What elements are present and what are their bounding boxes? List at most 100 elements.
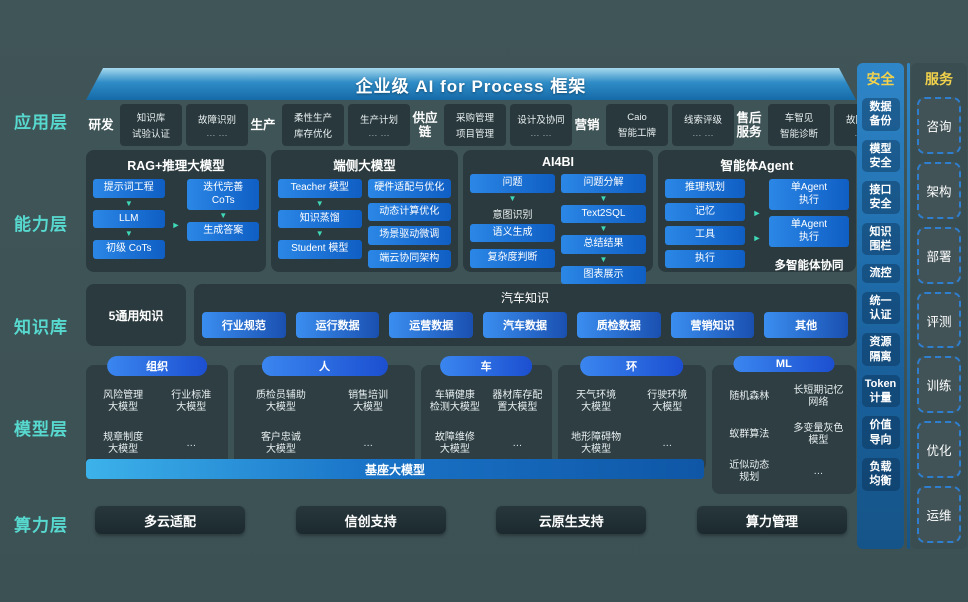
app-card: 采购管理 项目管理 bbox=[444, 104, 506, 146]
app-card-line: 库存优化 bbox=[293, 129, 332, 140]
group-pill: ML bbox=[733, 356, 835, 372]
model-item: 质检员辅助 大模型 bbox=[255, 389, 306, 413]
application-layer-row: 研发 知识库 试验认证 故障识别 … … 生产 柔性生产 库存优化 生产计划 …… bbox=[86, 103, 896, 147]
knowledge-pill: 营销知识 bbox=[670, 312, 755, 338]
model-item: 蚁群算法 bbox=[729, 428, 770, 440]
flow-node: Student 模型 bbox=[278, 240, 362, 259]
arrow-down-icon: ▼ bbox=[599, 193, 608, 203]
security-title: 安全 bbox=[866, 71, 895, 87]
app-group-label: 营销 bbox=[574, 117, 600, 132]
security-item: 负载 均衡 bbox=[861, 458, 900, 491]
knowledge-layer-row: 5通用知识 汽车知识 行业规范 运行数据 运营数据 汽车数据 质检数据 营销知识… bbox=[86, 284, 856, 346]
model-item: 销售培训 大模型 bbox=[348, 389, 389, 413]
flow-node: 单Agent 执行 bbox=[769, 179, 849, 210]
flow-node: 执行 bbox=[665, 249, 745, 268]
model-item: … bbox=[813, 466, 824, 478]
group-pill: 环 bbox=[579, 356, 684, 376]
group-pill: 车 bbox=[440, 356, 532, 376]
flow-node: 总结结果 bbox=[561, 235, 646, 254]
layer-label-model: 模型层 bbox=[14, 420, 68, 439]
arrow-down-icon: ▼ bbox=[315, 198, 324, 208]
security-item: 价值 导向 bbox=[861, 416, 900, 450]
flow-node: 单Agent 执行 bbox=[769, 216, 849, 247]
model-item: 近似动态 规划 bbox=[729, 460, 770, 484]
model-item: … bbox=[363, 438, 374, 450]
arrow-down-icon: ▼ bbox=[599, 224, 608, 233]
flow-node: 端云协同架构 bbox=[367, 249, 451, 268]
service-item: 架构 bbox=[917, 161, 961, 219]
layer-label-compute: 算力层 bbox=[14, 516, 68, 535]
knowledge-pill: 汽车数据 bbox=[483, 312, 567, 338]
app-group-label: 售后服务 bbox=[736, 110, 762, 139]
flow-node: 提示词工程 bbox=[93, 179, 165, 198]
app-card: 生产计划 … … bbox=[348, 104, 410, 146]
box-title: RAG+推理大模型 bbox=[127, 159, 225, 173]
box-title: 智能体Agent bbox=[720, 159, 794, 173]
auto-knowledge-title: 汽车知识 bbox=[500, 291, 549, 305]
app-group-label: 供应链 bbox=[412, 110, 438, 139]
service-item: 训练 bbox=[917, 356, 961, 414]
app-card-line: … … bbox=[692, 127, 714, 139]
app-group-marketing: 营销 Caio 智能工牌 线索评级 … … bbox=[572, 103, 734, 147]
app-card-line: 故障识别 bbox=[197, 114, 236, 126]
app-group-supply-chain: 供应链 采购管理 项目管理 设计及协同 … … bbox=[410, 103, 572, 147]
box-title: 端侧大模型 bbox=[333, 159, 396, 173]
rag-reasoning-box: RAG+推理大模型 提示词工程 ▼ LLM ▼ 初级 CoTs ► 迭代完善 C… bbox=[86, 150, 266, 272]
compute-item: 云原生支持 bbox=[496, 506, 647, 534]
app-card: 线索评级 … … bbox=[672, 104, 734, 146]
security-item: 接口 安全 bbox=[861, 181, 900, 214]
agent-box: 智能体Agent 推理规划 记忆 工具 执行 ► ► 单Agent 执行 单Ag… bbox=[658, 150, 856, 272]
knowledge-pill: 运行数据 bbox=[295, 312, 380, 338]
model-group-organization: 组织 风险管理 大模型 行业标准 大模型 规章制度 大模型 … bbox=[86, 356, 229, 471]
model-item: 客户忠诚 大模型 bbox=[260, 432, 301, 456]
model-layer-row: 组织 风险管理 大模型 行业标准 大模型 规章制度 大模型 … 人 质检员辅助 … bbox=[86, 356, 856, 494]
model-item: 随机森林 bbox=[729, 390, 770, 402]
compute-layer-row: 多云适配 信创支持 云原生支持 算力管理 bbox=[86, 506, 856, 534]
model-item: 地形障碍物 大模型 bbox=[571, 432, 622, 456]
security-item: 统一 认证 bbox=[861, 291, 900, 325]
app-card-line: 试验认证 bbox=[131, 129, 170, 140]
service-item: 部署 bbox=[917, 226, 961, 284]
service-item: 咨询 bbox=[917, 97, 961, 154]
compute-item: 多云适配 bbox=[95, 506, 245, 534]
security-item: Token 计量 bbox=[861, 374, 900, 408]
arrow-down-icon: ▼ bbox=[508, 193, 517, 203]
app-card-line: 线索评级 bbox=[683, 114, 722, 126]
app-card-line: … … bbox=[206, 127, 228, 139]
app-card-line: 项目管理 bbox=[455, 129, 494, 140]
app-group-label: 生产 bbox=[250, 117, 276, 132]
compute-item: 算力管理 bbox=[696, 506, 847, 534]
security-column: 安全 数据 备份 模型 安全 接口 安全 知识 围栏 流控 统一 认证 资源 隔… bbox=[857, 63, 904, 549]
flow-node: LLM bbox=[93, 209, 165, 228]
flow-node: 知识蒸馏 bbox=[278, 209, 362, 228]
box-title: AI4BI bbox=[542, 155, 574, 169]
model-group-vehicle: 车 车辆健康 检测大模型 器材库存配 置大模型 故障维修 大模型 … bbox=[420, 356, 552, 471]
knowledge-pill: 行业规范 bbox=[202, 312, 286, 338]
ai4bi-box: AI4BI 问题 ▼ 意图识别 语义生成 复杂度判断 问题分解 ▼ Text2S… bbox=[463, 150, 653, 284]
arrow-down-icon: ▼ bbox=[599, 254, 608, 264]
model-item: 器材库存配 置大模型 bbox=[492, 389, 543, 413]
flow-node: 语义生成 bbox=[470, 223, 555, 242]
app-card-line: 知识库 bbox=[136, 113, 166, 124]
model-group-environment: 环 天气环境 大模型 行驶环境 大模型 地形障碍物 大模型 … bbox=[557, 356, 706, 471]
multi-agent-label: 多智能体协同 bbox=[774, 260, 844, 272]
app-card: 故障识别 … … bbox=[186, 104, 248, 146]
model-item: … bbox=[662, 438, 673, 450]
security-item: 流控 bbox=[861, 264, 900, 283]
model-item: … bbox=[186, 438, 197, 450]
app-card: 柔性生产 库存优化 bbox=[282, 104, 344, 146]
app-card: 车智见 智能诊断 bbox=[768, 104, 830, 146]
flow-node: 初级 CoTs bbox=[93, 240, 165, 259]
model-group-ml: ML 随机森林 长短期记忆 网络 蚁群算法 多变量灰色 模型 近似动态 规划 … bbox=[711, 356, 856, 494]
layer-label-capability: 能力层 bbox=[14, 215, 68, 234]
general-knowledge-box: 5通用知识 bbox=[86, 284, 186, 346]
app-card-line: … … bbox=[530, 127, 552, 139]
flow-node: 记忆 bbox=[665, 202, 745, 221]
model-item: 行业标准 大模型 bbox=[171, 389, 212, 413]
flow-node: 工具 bbox=[665, 226, 745, 245]
app-card-line: … … bbox=[368, 127, 390, 139]
model-item: 车辆健康 检测大模型 bbox=[429, 389, 480, 413]
app-card-line: 设计及协同 bbox=[517, 114, 565, 126]
service-item: 优化 bbox=[917, 421, 961, 479]
